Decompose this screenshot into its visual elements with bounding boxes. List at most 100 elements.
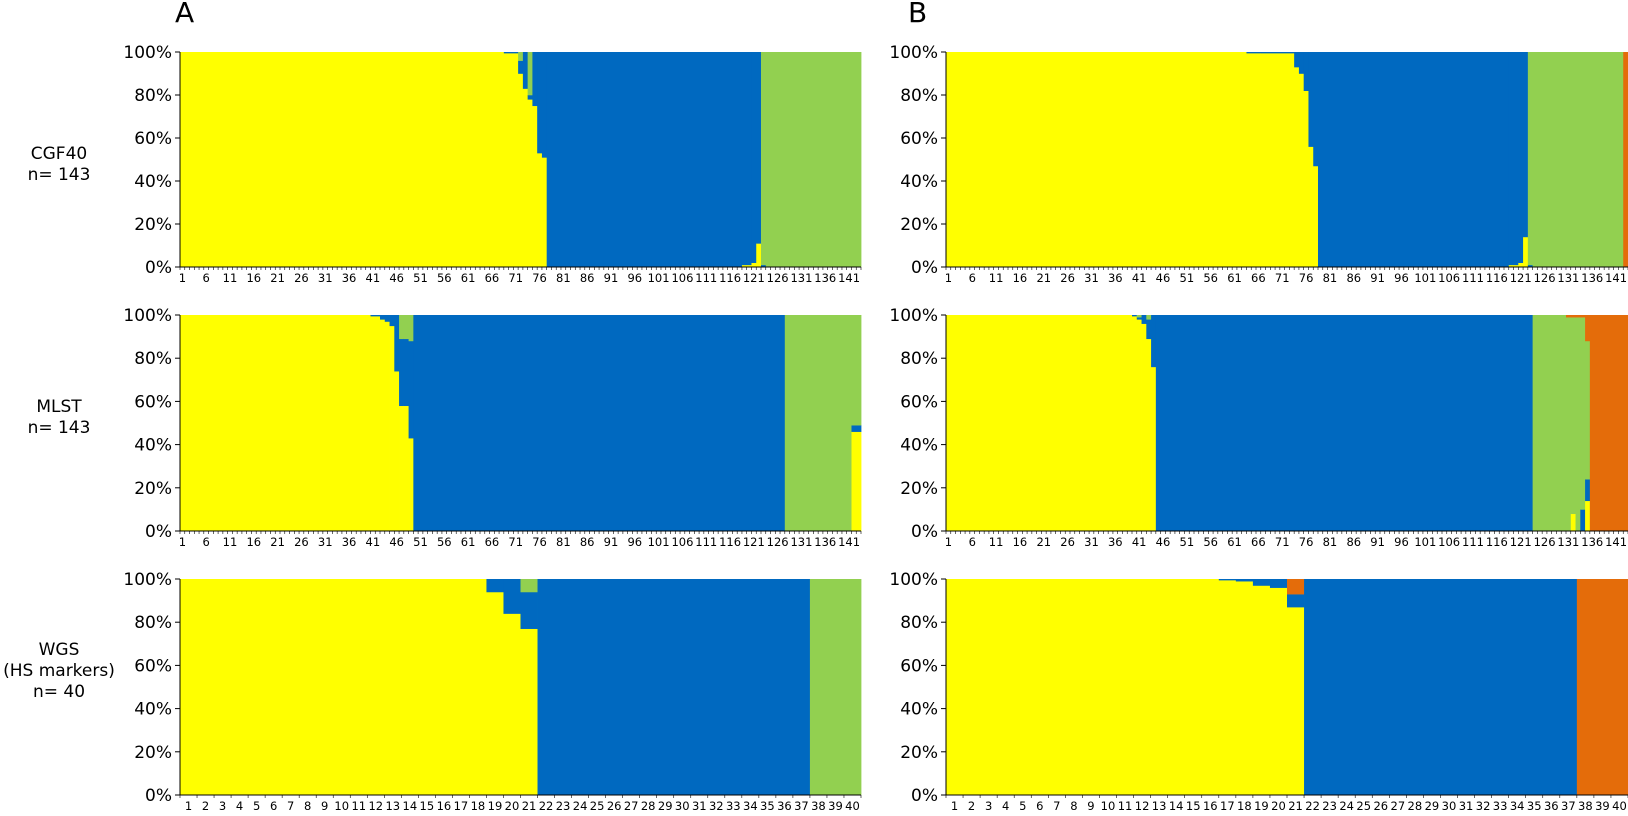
- x-tick-label: 12: [368, 799, 383, 813]
- bar-segment: [1146, 338, 1152, 532]
- y-tick-label: 0%: [911, 786, 938, 806]
- x-tick-label: 1: [945, 535, 952, 549]
- x-tick-label: 101: [648, 271, 670, 285]
- x-tick-label: 131: [1557, 271, 1579, 285]
- x-tick-label: 3: [219, 799, 226, 813]
- x-tick-label: 126: [1534, 535, 1556, 549]
- x-tick-label: 91: [604, 535, 619, 549]
- y-tick-label: 20%: [900, 743, 938, 763]
- bar-segment: [1585, 315, 1591, 342]
- bar-segment: [503, 53, 519, 268]
- y-tick-label: 60%: [134, 392, 172, 412]
- bar-segment: [408, 315, 414, 342]
- x-tick-label: 32: [709, 799, 724, 813]
- x-tick-label: 14: [403, 799, 418, 813]
- bar-segment: [1252, 579, 1271, 586]
- x-tick-label: 86: [1346, 535, 1361, 549]
- x-tick-label: 20: [1271, 799, 1286, 813]
- chart-a-cgf40: 0%20%40%60%80%100%1 6 11 16 21 26 31 36 41 46 51 56…: [123, 43, 862, 285]
- x-tick-label: 17: [1220, 799, 1235, 813]
- bar-segment: [1298, 73, 1305, 268]
- x-tick-label: 13: [1152, 799, 1167, 813]
- chart-a-wgs: 0%20%40%60%80%100%1 2 3 4 5 6 7 8 9 10 11 12 13 14 15 1…: [123, 570, 862, 813]
- bar-segment: [180, 52, 505, 268]
- x-tick-label: 21: [522, 799, 537, 813]
- bar-segment: [851, 315, 862, 426]
- bar-segment: [1287, 594, 1305, 608]
- y-tick-label: 60%: [900, 656, 938, 676]
- bar-segment: [522, 88, 529, 268]
- row-label-n: n= 143: [27, 165, 91, 185]
- y-tick-label: 40%: [900, 172, 938, 192]
- x-tick-label: 1: [179, 535, 186, 549]
- bar-segment: [1146, 319, 1152, 340]
- y-tick-label: 80%: [134, 349, 172, 369]
- x-tick-label: 106: [1438, 271, 1460, 285]
- x-tick-label: 111: [695, 535, 717, 549]
- bar-segment: [486, 579, 504, 593]
- panel-label-a: A: [175, 0, 195, 29]
- x-tick-label: 31: [1084, 535, 1099, 549]
- x-tick-label: 81: [1323, 271, 1338, 285]
- x-tick-label: 26: [1373, 799, 1388, 813]
- x-tick-label: 1: [945, 271, 952, 285]
- bar-segment: [537, 579, 811, 796]
- bar-segment: [784, 315, 852, 532]
- x-tick-label: 41: [1132, 535, 1147, 549]
- bar-segment: [380, 319, 386, 532]
- bar-segment: [751, 262, 757, 268]
- bar-segment: [1585, 479, 1591, 502]
- bar-segment: [1146, 315, 1152, 320]
- x-tick-label: 18: [471, 799, 486, 813]
- bar-segment: [1260, 53, 1295, 268]
- x-tick-label: 116: [719, 535, 741, 549]
- x-tick-label: 5: [1019, 799, 1026, 813]
- x-tick-label: 66: [485, 535, 500, 549]
- x-tick-label: 136: [814, 271, 836, 285]
- bar-segment: [546, 52, 743, 268]
- bar-segment: [1585, 340, 1591, 480]
- chart-b-mlst: 0%20%40%60%80%100%1 6 11 16 21 26 31 36 41 46 51 56…: [889, 306, 1628, 549]
- bar-segment: [1532, 315, 1567, 532]
- x-tick-label: 26: [1060, 271, 1075, 285]
- x-tick-label: 35: [1527, 799, 1542, 813]
- x-tick-label: 9: [321, 799, 328, 813]
- y-tick-label: 60%: [134, 656, 172, 676]
- x-tick-label: 11: [989, 535, 1004, 549]
- y-tick-label: 0%: [145, 522, 172, 542]
- x-tick-label: 16: [1203, 799, 1218, 813]
- bar-segment: [520, 579, 538, 593]
- x-tick-label: 25: [590, 799, 605, 813]
- x-tick-label: 56: [437, 535, 452, 549]
- bar-segment: [1518, 52, 1524, 263]
- bar-segment: [751, 52, 757, 263]
- x-tick-label: 18: [1237, 799, 1252, 813]
- panel-label-b: B: [908, 0, 928, 29]
- bar-segment: [851, 425, 862, 432]
- x-tick-label: 29: [1425, 799, 1440, 813]
- bar-segment: [1155, 315, 1534, 532]
- x-tick-label: 26: [607, 799, 622, 813]
- bar-segment: [370, 316, 381, 532]
- x-tick-label: 26: [294, 271, 309, 285]
- x-tick-label: 126: [767, 535, 789, 549]
- x-tick-label: 16: [437, 799, 452, 813]
- bar-segment: [1151, 315, 1157, 368]
- y-tick-label: 0%: [145, 258, 172, 278]
- x-tick-label: 61: [1227, 271, 1242, 285]
- x-tick-label: 33: [1493, 799, 1508, 813]
- bar-segment: [384, 321, 390, 532]
- bar-segment: [1575, 315, 1581, 318]
- x-tick-label: 71: [1275, 535, 1290, 549]
- bar-segment: [1580, 509, 1586, 532]
- bar-segment: [1518, 262, 1524, 268]
- row-label-n: n= 40: [32, 682, 86, 702]
- bar-segment: [1508, 52, 1519, 266]
- x-tick-label: 56: [1203, 535, 1218, 549]
- y-tick-label: 60%: [134, 129, 172, 149]
- y-tick-label: 40%: [900, 436, 938, 456]
- x-tick-label: 31: [692, 799, 707, 813]
- bar-segment: [399, 405, 405, 532]
- bar-segment: [1303, 52, 1309, 91]
- x-tick-label: 7: [287, 799, 294, 813]
